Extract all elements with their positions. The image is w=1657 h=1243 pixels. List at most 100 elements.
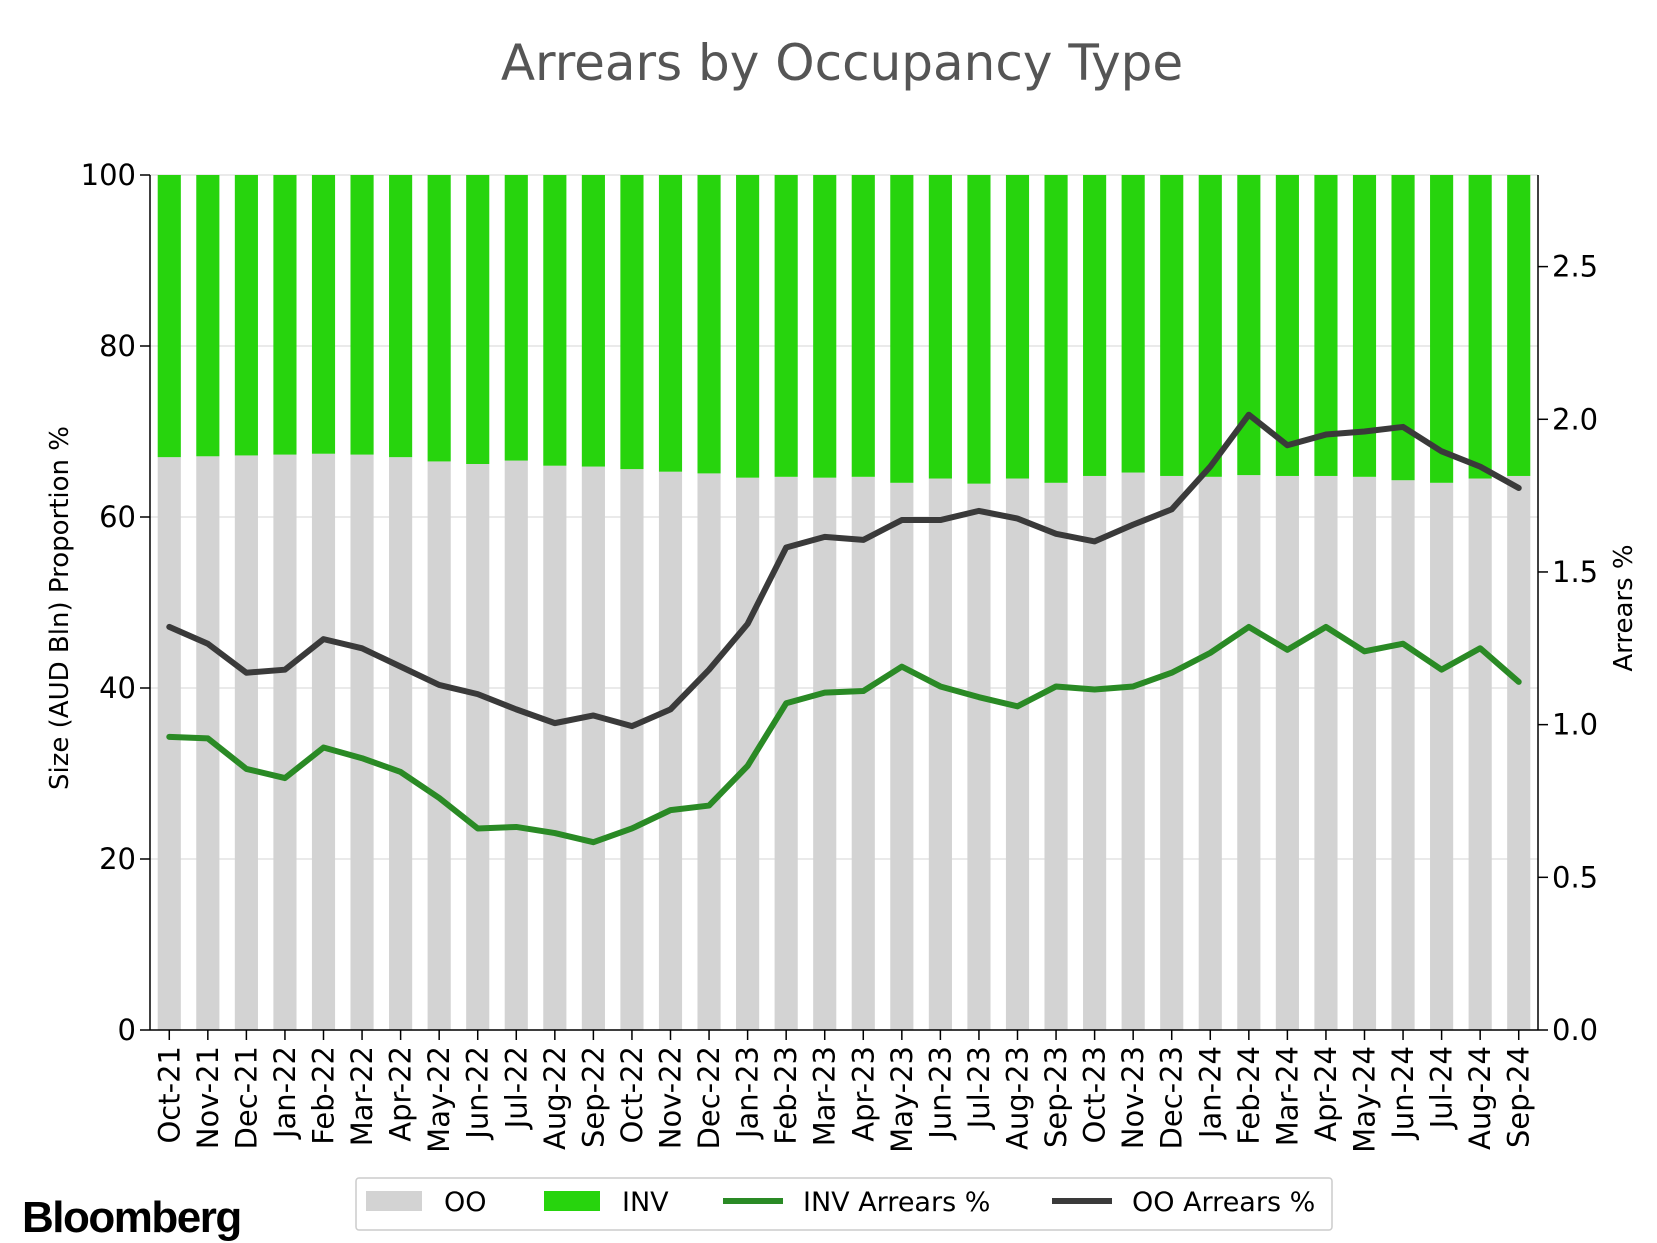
- x-tick-label: Jun-24: [1386, 1046, 1420, 1141]
- x-tick-label: Dec-23: [1155, 1046, 1189, 1149]
- y2-tick-label: 0.0: [1552, 1013, 1598, 1047]
- bar-inv: [890, 175, 914, 483]
- bar-inv: [311, 175, 336, 454]
- y-axis-label: Size (AUD Bln) Proportion %: [45, 426, 75, 790]
- x-tick-label: Oct-23: [1078, 1046, 1112, 1144]
- bar-oo: [1237, 475, 1261, 1031]
- line-inv-arrears: [166, 623, 1522, 846]
- bar-inv: [1198, 175, 1222, 477]
- legend-label-inv: INV: [622, 1187, 669, 1218]
- bar-oo: [1005, 478, 1030, 1030]
- bar-inv: [581, 175, 605, 467]
- bar-inv: [466, 175, 490, 464]
- x-tick-label: Jul-22: [499, 1046, 533, 1130]
- x-tick-label: Feb-24: [1232, 1046, 1266, 1145]
- bar-inv: [504, 175, 528, 461]
- bar-oo: [813, 477, 837, 1030]
- bar-inv: [389, 175, 413, 458]
- bar-oo: [273, 454, 297, 1031]
- legend-swatch-inv: [544, 1191, 600, 1211]
- x-tick-label: Jul-24: [1425, 1046, 1459, 1130]
- y-tick-label: 20: [99, 842, 136, 876]
- bar-oo: [697, 473, 721, 1030]
- bar-oo: [389, 457, 413, 1030]
- y-tick-labels: 0 20 40 60 80 100: [81, 158, 136, 1047]
- x-tick-label: Nov-21: [191, 1046, 225, 1149]
- bar-oo: [1044, 482, 1068, 1030]
- bar-inv: [427, 175, 451, 462]
- bar-oo: [620, 469, 644, 1030]
- x-tick-label: May-23: [885, 1046, 919, 1153]
- bar-oo: [1083, 475, 1107, 1031]
- x-tick-label: Mar-22: [345, 1046, 379, 1146]
- x-tick-label: Aug-23: [1001, 1046, 1035, 1150]
- x-tick-labels: Oct-21 Nov-21 Dec-21 Jan-22 Feb-22 Mar-22 Apr-…: [152, 1046, 1535, 1153]
- bar-oo: [466, 463, 490, 1030]
- bar-oo: [311, 453, 336, 1031]
- bar-oo: [658, 471, 683, 1030]
- bar-inv: [1005, 175, 1030, 479]
- y2-axis-label: Arrears %: [1609, 544, 1639, 671]
- bar-oo: [774, 476, 798, 1030]
- bar-oo: [1391, 480, 1415, 1030]
- y2-tick-label: 2.0: [1552, 402, 1598, 436]
- bar-inv: [736, 175, 760, 478]
- x-tick-label: Mar-23: [808, 1046, 842, 1146]
- legend-label-oo-arrears: OO Arrears %: [1132, 1187, 1315, 1218]
- bar-oo: [427, 461, 451, 1030]
- bar-oo: [581, 466, 605, 1030]
- legend-swatch-oo: [366, 1191, 422, 1211]
- bar-inv: [928, 175, 952, 479]
- bar-inv: [813, 175, 837, 478]
- bloomberg-logo: Bloomberg: [22, 1193, 241, 1242]
- axes: [140, 174, 1548, 1040]
- bar-inv: [1314, 175, 1338, 476]
- x-tick-label: Mar-24: [1270, 1046, 1304, 1146]
- x-tick-label: Oct-21: [152, 1046, 186, 1144]
- chart-title: Arrears by Occupancy Type: [501, 34, 1183, 92]
- bar-inv: [350, 175, 374, 455]
- x-tick-label: Nov-22: [654, 1046, 688, 1149]
- bar-oo: [1430, 482, 1454, 1030]
- bar-oo: [851, 476, 875, 1030]
- bar-oo: [967, 483, 991, 1030]
- bar-inv: [543, 175, 567, 466]
- legend-label-oo: OO: [444, 1187, 487, 1218]
- bar-oo: [1121, 472, 1145, 1030]
- bar-oo: [504, 460, 528, 1030]
- bar-oo: [1468, 478, 1492, 1030]
- x-tick-label: Jul-23: [962, 1046, 996, 1130]
- bar-inv: [1237, 175, 1261, 476]
- y-tick-label: 40: [99, 671, 136, 705]
- x-tick-label: Oct-22: [615, 1046, 649, 1144]
- series-lines: [166, 411, 1522, 846]
- bar-inv: [774, 175, 798, 477]
- x-tick-label: Sep-23: [1039, 1046, 1073, 1148]
- y2-tick-label: 2.5: [1552, 250, 1598, 284]
- y2-tick-label: 1.5: [1552, 555, 1598, 589]
- bar-inv: [620, 175, 644, 470]
- y-tick-label: 100: [81, 158, 136, 192]
- x-tick-label: Jan-22: [268, 1046, 302, 1140]
- x-tick-label: Sep-22: [576, 1046, 610, 1148]
- bar-inv: [697, 175, 721, 474]
- legend-label-inv-arrears: INV Arrears %: [803, 1187, 990, 1218]
- bar-inv: [1044, 175, 1068, 483]
- x-tick-label: Jun-23: [923, 1046, 957, 1141]
- x-tick-label: Nov-23: [1116, 1046, 1150, 1149]
- bar-inv: [1121, 175, 1145, 473]
- bar-inv: [851, 175, 875, 477]
- bar-oo: [928, 478, 952, 1030]
- x-tick-label: Jan-24: [1193, 1046, 1227, 1140]
- bar-oo: [1507, 475, 1531, 1031]
- x-tick-label: May-22: [422, 1046, 456, 1153]
- bar-oo: [1198, 476, 1222, 1030]
- y2-tick-label: 0.5: [1552, 860, 1598, 894]
- x-tick-label: Apr-23: [846, 1046, 880, 1142]
- bar-oo: [196, 456, 220, 1030]
- x-tick-label: Feb-22: [307, 1046, 341, 1145]
- x-tick-label: Jun-22: [461, 1046, 495, 1141]
- bar-inv: [1507, 175, 1531, 476]
- bar-inv: [196, 175, 220, 457]
